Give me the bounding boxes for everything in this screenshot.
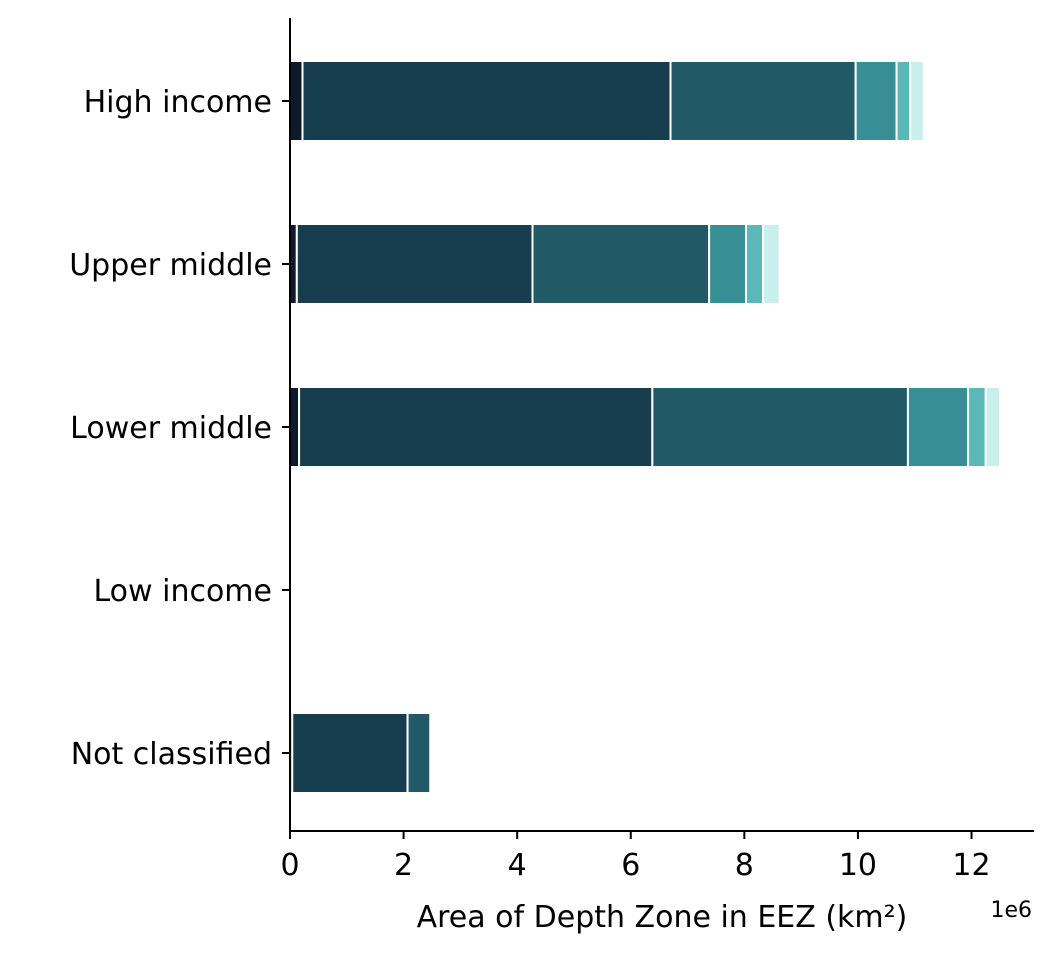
y-ticks: High income Upper middle Lower middle Low i… [69, 85, 290, 772]
bar-segment-3-4 [906, 386, 970, 468]
bar-segment-2-2 [295, 223, 534, 305]
bar-segment-1-3 [669, 60, 857, 142]
bar-segment-3-2 [298, 386, 654, 468]
bar-segment-3-5 [967, 386, 987, 468]
y-tick-label: Low income [94, 574, 273, 609]
bar-segment-1-5 [895, 60, 912, 142]
x-tick-label: 4 [508, 848, 527, 883]
bar-segment-3-1 [289, 386, 301, 468]
x-tick-label: 8 [735, 848, 754, 883]
x-axis-label: Area of Depth Zone in EEZ (km²) [417, 900, 908, 935]
bar-segment-2-1 [289, 223, 298, 305]
bar-segment-1-1 [289, 60, 304, 142]
bar-layer [289, 60, 1001, 794]
x-tick-label: 10 [839, 848, 877, 883]
y-tick-label: Upper middle [69, 248, 272, 283]
bar-segment-3-3 [651, 386, 909, 468]
bar-segment-2-5 [745, 223, 765, 305]
bar-segment-1-6 [909, 60, 925, 142]
x-axis-offset-label: 1e6 [990, 898, 1032, 923]
y-tick-label: High income [84, 85, 272, 120]
y-tick-label: Not classified [71, 737, 272, 772]
bar-segment-1-4 [854, 60, 898, 142]
bar-segment-5-3 [406, 712, 432, 794]
bar-segment-3-6 [984, 386, 1001, 468]
x-tick-label: 0 [280, 848, 299, 883]
x-tick-label: 6 [621, 848, 640, 883]
bar-segment-2-4 [708, 223, 748, 305]
bar-segment-2-3 [531, 223, 711, 305]
axes: 0 2 4 6 8 10 12 High income Upper middle Lower m… [69, 18, 1034, 883]
x-tick-label: 2 [394, 848, 413, 883]
x-ticks: 0 2 4 6 8 10 12 [280, 831, 991, 883]
bar-segment-2-6 [762, 223, 781, 305]
x-tick-label: 12 [952, 848, 990, 883]
y-tick-label: Lower middle [70, 411, 272, 446]
bar-segment-1-2 [301, 60, 672, 142]
bar-segment-5-2 [291, 712, 409, 794]
